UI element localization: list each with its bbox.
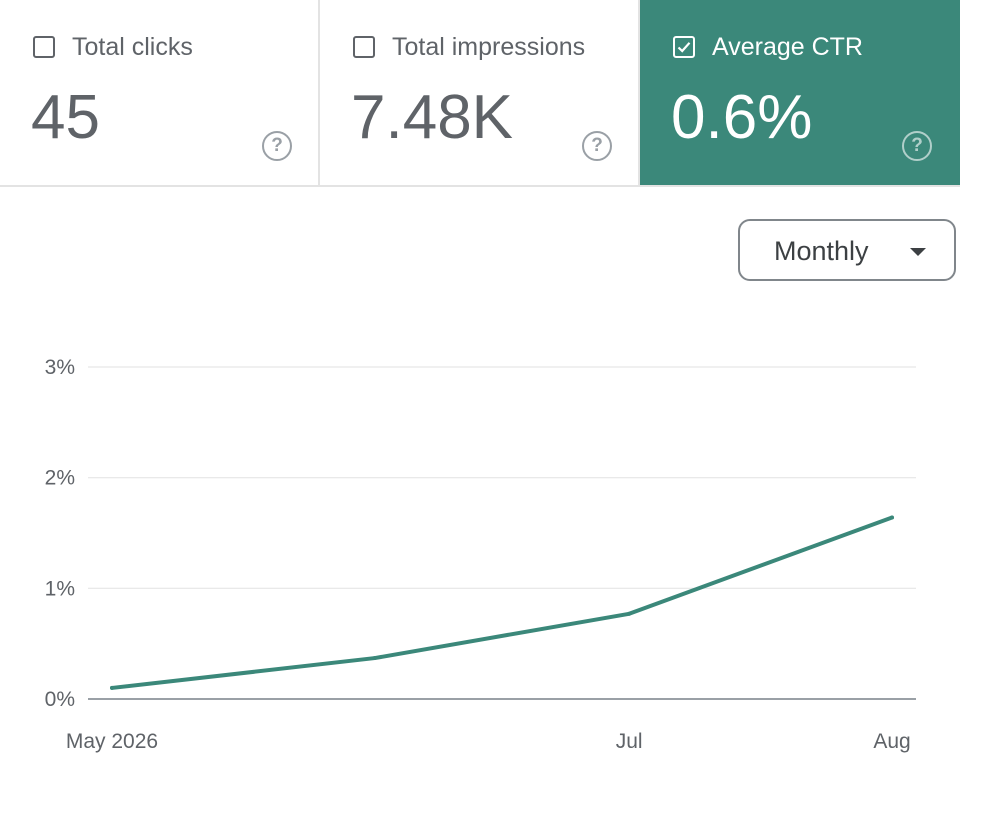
dropdown-caret-icon	[910, 248, 926, 256]
metric-label: Average CTR	[712, 33, 863, 61]
checkbox-checked-icon[interactable]	[673, 36, 695, 58]
data-point	[372, 656, 377, 661]
data-point	[890, 515, 894, 520]
data-point	[627, 611, 632, 616]
data-point	[110, 685, 114, 690]
y-tick-label: 2%	[45, 467, 75, 490]
help-circle-icon[interactable]: ?	[262, 131, 292, 161]
period-select[interactable]: Monthly	[738, 219, 956, 281]
metric-value: 7.48K	[351, 83, 514, 152]
metric-total-impressions[interactable]: Total impressions 7.48K ?	[320, 0, 640, 185]
help-circle-icon[interactable]: ?	[582, 131, 612, 161]
metric-total-clicks[interactable]: Total clicks 45 ?	[0, 0, 320, 185]
metric-label: Total clicks	[72, 33, 193, 61]
y-tick-label: 3%	[45, 356, 75, 379]
ctr-line-chart: 0% 1% 2% 3% May 2026 Jul Aug	[45, 356, 916, 753]
checkbox-icon[interactable]	[33, 36, 55, 58]
x-tick-label: Aug	[873, 730, 910, 753]
period-select-value: Monthly	[774, 236, 869, 266]
metric-value: 45	[31, 83, 100, 152]
metric-average-ctr[interactable]: Average CTR 0.6% ?	[640, 0, 960, 185]
metric-label: Total impressions	[392, 33, 586, 61]
checkbox-icon[interactable]	[353, 36, 375, 58]
x-tick-label: Jul	[616, 730, 643, 753]
series-line	[110, 515, 894, 690]
metric-tabs: Total clicks 45 ? Total impressions 7.48…	[0, 0, 960, 187]
metric-value: 0.6%	[671, 83, 813, 152]
help-circle-icon[interactable]: ?	[902, 131, 932, 161]
y-tick-label: 1%	[45, 577, 75, 600]
x-tick-label: May 2026	[66, 730, 158, 753]
y-tick-label: 0%	[45, 688, 75, 711]
